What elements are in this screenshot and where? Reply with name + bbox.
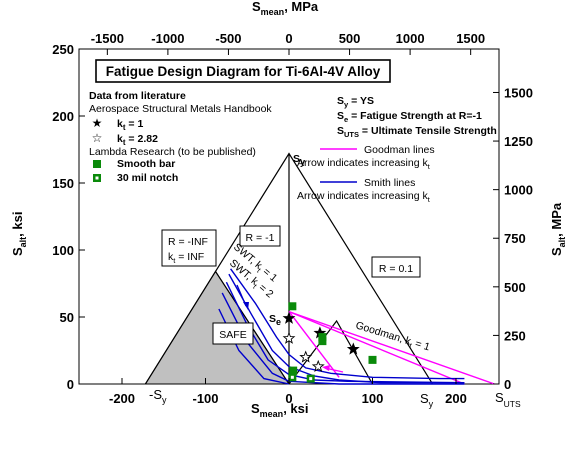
legend-notch-label: 30 mil notch — [117, 172, 178, 184]
x-tick-label: -200 — [109, 391, 135, 406]
annot-r01: R = 0.1 — [379, 263, 413, 275]
point-kt1-2 — [346, 342, 360, 355]
legend-left: Data from literature Aerospace Structura… — [89, 90, 272, 184]
x2-tick-label: 500 — [339, 31, 361, 46]
legend-kt282-label: kt = 2.82 — [117, 133, 158, 147]
y-tick-label: 50 — [60, 310, 74, 325]
annot-r-inf-line2: kt = INF — [168, 251, 204, 265]
goodman-lines-0 — [288, 310, 465, 385]
legend-lambda-heading: Lambda Research (to be published) — [89, 146, 256, 158]
y2-tick-label: 500 — [504, 280, 526, 295]
def-suts: SUTS = Ultimate Tensile Strength — [337, 125, 497, 139]
goodman-arrow-head — [322, 365, 330, 371]
point-kt1-0 — [282, 311, 296, 324]
point-notch-inner-1 — [309, 377, 313, 381]
constraint-line-3 — [288, 319, 374, 385]
point-notch-inner-0 — [290, 375, 294, 379]
y-tick-label: 150 — [52, 176, 74, 191]
y2-tick-label: 1000 — [504, 183, 533, 198]
annot-r-inf-box — [161, 229, 217, 267]
legend-smooth-marker — [93, 160, 101, 168]
y-tick-label: 100 — [52, 243, 74, 258]
y-tick-label: 0 — [67, 377, 74, 392]
legend-smith-arrow-note: Arrow indicates increasing kt — [297, 190, 431, 204]
annot-safe: SAFE — [219, 329, 246, 341]
annot-se: Se — [269, 313, 281, 327]
goodman-lines-1 — [288, 310, 495, 385]
x-tick-label: -100 — [192, 391, 218, 406]
goodman-lines-2 — [288, 311, 340, 378]
legend-kt1-marker: ★ — [92, 116, 103, 130]
x2-tick-label: 0 — [285, 31, 292, 46]
y2-tick-label: 1250 — [504, 134, 533, 149]
smith-lines-0 — [230, 268, 465, 380]
y2-axis-title: Salt, MPa — [549, 202, 567, 256]
x2-tick-label: -1500 — [91, 31, 124, 46]
legend-goodman-label: Goodman lines — [364, 144, 435, 156]
legend-notch-marker-inner — [95, 176, 99, 180]
x-tick-label: 0 — [285, 391, 292, 406]
y2-tick-label: 250 — [504, 328, 526, 343]
x2-axis-title: Smean, MPa — [252, 0, 319, 17]
smith-arrow-head — [243, 302, 249, 310]
y2-tick-label: 0 — [504, 377, 511, 392]
point-smooth-1 — [318, 337, 327, 346]
point-smooth-4 — [318, 333, 327, 342]
annot-r-neg1: R = -1 — [246, 232, 275, 244]
x2-tick-label: 1500 — [456, 31, 485, 46]
x2-tick-label: -500 — [215, 31, 241, 46]
annot-sy-axis: Sy — [420, 391, 434, 409]
point-kt282-1 — [299, 350, 313, 363]
def-se: Se = Fatigue Strength at R=-1 — [337, 110, 482, 124]
y-tick-label: 200 — [52, 109, 74, 124]
y2-tick-label: 750 — [504, 231, 526, 246]
annot-neg-sy: -Sy — [149, 387, 167, 405]
chart-title: Fatigue Design Diagram for Ti-6Al-4V All… — [106, 64, 381, 79]
annot-sy-top: Sy — [293, 153, 305, 167]
title-box — [95, 59, 391, 83]
marker-layer — [282, 302, 377, 383]
x-tick-label: 200 — [445, 391, 467, 406]
x-tick-label: 100 — [362, 391, 384, 406]
legend-kt1-label: kt = 1 — [117, 118, 143, 132]
legend-kt282-marker: ☆ — [92, 131, 103, 145]
x2-tick-label: -1000 — [151, 31, 184, 46]
legend-right: Sy = YS Se = Fatigue Strength at R=-1 SU… — [297, 95, 497, 204]
def-sy: Sy = YS — [337, 95, 374, 109]
legend-smith-label: Smith lines — [364, 177, 415, 189]
y-tick-label: 250 — [52, 42, 74, 57]
legend-smooth-label: Smooth bar — [117, 158, 175, 170]
legend-goodman-arrow-note: Arrow indicates increasing kt — [297, 157, 431, 171]
annot-safe-box — [212, 322, 254, 345]
legend-literature-heading: Data from literature — [89, 90, 186, 102]
x2-tick-label: 1000 — [396, 31, 425, 46]
annot-goodman-curve: Goodman, kt = 1 — [354, 319, 432, 355]
annot-r-inf-line1: R = -INF — [168, 236, 208, 248]
annot-r-neg1-box — [239, 225, 281, 247]
point-kt282-0 — [282, 331, 296, 344]
legend-handbook: Aerospace Structural Metals Handbook — [89, 103, 272, 115]
point-kt282-2 — [311, 359, 325, 373]
annot-r01-box — [371, 256, 421, 278]
x-axis-title: Smean, ksi — [251, 401, 308, 419]
point-smooth-2 — [368, 355, 377, 364]
y2-tick-label: 1500 — [504, 85, 533, 100]
arrow-layer — [236, 284, 344, 373]
point-smooth-3 — [289, 366, 298, 375]
y-axis-title: Salt, ksi — [10, 212, 28, 256]
annot-suts: SUTS — [495, 390, 521, 409]
point-smooth-0 — [288, 302, 297, 311]
